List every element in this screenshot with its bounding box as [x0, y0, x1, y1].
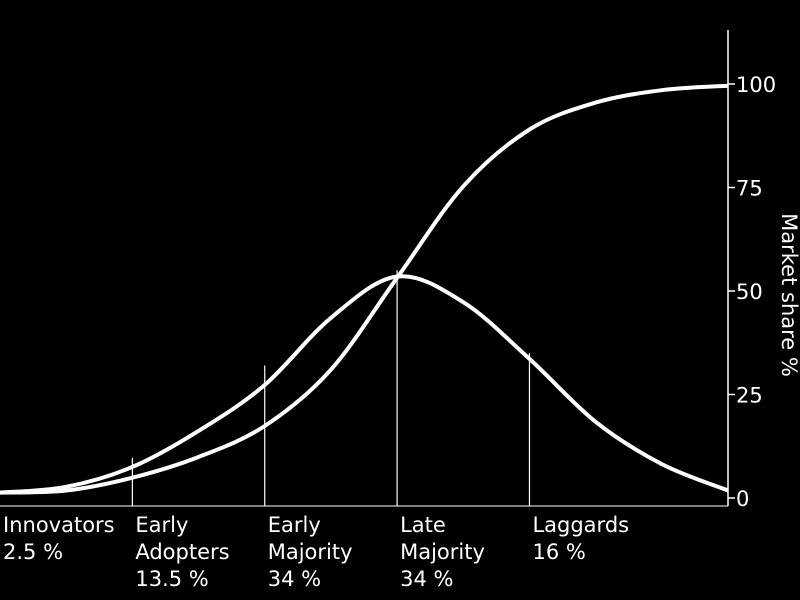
y-tick-label: 25 — [736, 384, 763, 408]
y-axis-title: Market share % — [777, 213, 800, 377]
y-tick-label: 50 — [736, 280, 763, 304]
segment-share-label: 2.5 % — [3, 540, 63, 564]
y-tick-label: 75 — [736, 177, 763, 201]
segment-name-label: Adopters — [135, 540, 229, 564]
adoption-bell-curve — [0, 274, 729, 495]
segment-name-label: Majority — [268, 540, 353, 564]
y-axis-ticks: 0 25 50 75 100 — [728, 73, 776, 511]
segment-share-label: 13.5 % — [135, 567, 208, 591]
segment-name-label: Early — [268, 513, 321, 537]
segment-labels: Innovators 2.5 % Early Adopters 13.5 % Early M… — [3, 513, 629, 591]
segment-name-label: Late — [400, 513, 446, 537]
segment-share-label: 34 % — [400, 567, 453, 591]
y-tick-label: 0 — [736, 487, 749, 511]
market-share-s-curve — [0, 83, 729, 495]
segment-name-label: Early — [135, 513, 188, 537]
segment-name-label: Majority — [400, 540, 485, 564]
segment-name-label: Laggards — [532, 513, 629, 537]
segment-share-label: 16 % — [532, 540, 585, 564]
segment-name-label: Innovators — [3, 513, 115, 537]
y-tick-label: 100 — [736, 73, 776, 97]
segment-share-label: 34 % — [268, 567, 321, 591]
